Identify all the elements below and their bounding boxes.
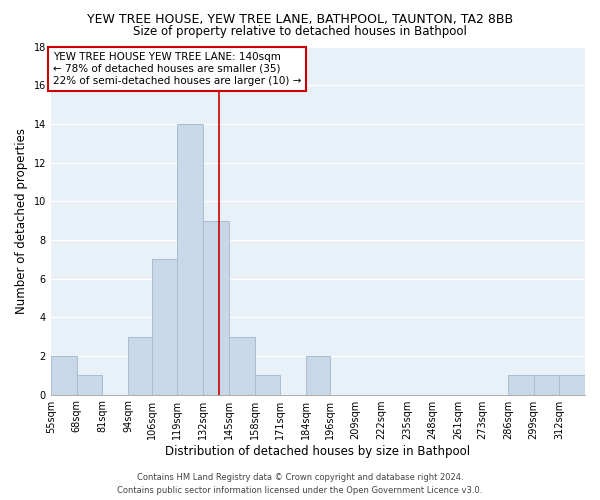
Bar (559, 375, 585, 394)
Bar (254, 375, 280, 394)
Bar (51, 356, 77, 395)
Bar (306, 356, 330, 395)
Bar (229, 336, 254, 394)
Text: YEW TREE HOUSE, YEW TREE LANE, BATHPOOL, TAUNTON, TA2 8BB: YEW TREE HOUSE, YEW TREE LANE, BATHPOOL,… (87, 12, 513, 26)
Text: Contains HM Land Registry data © Crown copyright and database right 2024.
Contai: Contains HM Land Registry data © Crown c… (118, 474, 482, 495)
Bar (152, 259, 178, 394)
Bar (128, 336, 152, 394)
Bar (203, 220, 229, 394)
Bar (77, 375, 102, 394)
Y-axis label: Number of detached properties: Number of detached properties (15, 128, 28, 314)
Text: Size of property relative to detached houses in Bathpool: Size of property relative to detached ho… (133, 25, 467, 38)
Bar (178, 124, 203, 394)
Bar (533, 375, 559, 394)
Text: YEW TREE HOUSE YEW TREE LANE: 140sqm
← 78% of detached houses are smaller (35)
2: YEW TREE HOUSE YEW TREE LANE: 140sqm ← 7… (53, 52, 301, 86)
X-axis label: Distribution of detached houses by size in Bathpool: Distribution of detached houses by size … (166, 444, 470, 458)
Bar (508, 375, 533, 394)
